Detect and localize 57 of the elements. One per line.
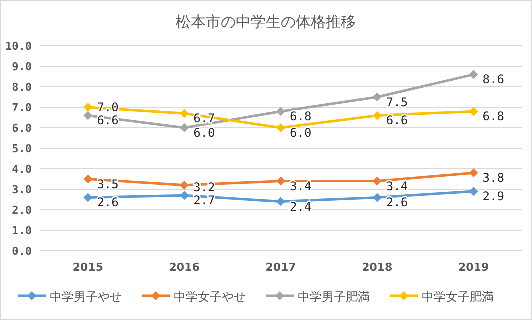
point [180,109,190,118]
y-tick-label: 7.0 [12,102,32,114]
point [469,187,478,196]
data-label: 6.6 [97,114,119,128]
y-tick-label: 10.0 [6,40,32,53]
data-label: 2.7 [194,194,216,208]
point [276,176,286,186]
y-tick-label: 6.0 [12,122,32,135]
point [469,107,478,116]
point [469,168,478,178]
point [372,111,382,120]
x-tick-label: 2018 [362,261,393,274]
data-label: 6.0 [290,126,312,140]
data-label: 6.8 [290,110,312,124]
data-label: 3.4 [290,179,312,194]
data-label: 6.6 [386,114,408,128]
chart-title: 松本市の中学生の体格推移 [176,13,356,31]
x-tick-label: 2017 [266,261,296,274]
y-tick-label: 3.0 [12,184,32,196]
y-tick-label: 9.0 [12,60,32,74]
point [84,103,93,112]
data-label: 6.8 [482,110,504,124]
y-tick-label: 1.0 [12,224,32,238]
data-label: 2.9 [482,190,504,204]
point [372,193,382,202]
point [180,180,190,190]
y-tick-label: 8.0 [12,81,32,94]
y-tick-label: 5.0 [12,142,32,156]
data-label: 2.6 [386,196,408,210]
y-tick-label: 4.0 [12,163,32,176]
point [180,191,190,200]
point [276,124,286,132]
data-label: 3.8 [482,171,504,186]
x-tick-label: 2019 [458,261,490,274]
legend-label: 中学女子肥満 [422,290,494,304]
point [84,193,93,202]
data-label: 8.6 [482,72,504,87]
legend-label: 中学男子肥満 [298,290,370,304]
x-tick-label: 2016 [169,261,200,274]
data-label: 3.5 [97,177,119,192]
point [372,92,382,102]
data-label: 3.4 [386,179,408,194]
y-tick-label: 0.0 [12,245,32,258]
data-label: 7.5 [386,95,408,110]
point [276,197,286,206]
point [276,107,286,116]
data-label: 6.0 [194,126,216,140]
legend-label: 中学女子やせ [174,290,246,304]
data-label: 2.6 [97,196,119,210]
data-label: 2.4 [290,200,312,214]
legend-label: 中学男子やせ [50,290,122,304]
y-tick-label: 2.0 [12,204,32,217]
point [180,124,190,132]
point [84,111,93,120]
point [469,70,478,80]
x-tick-label: 2015 [72,261,104,274]
point [84,174,93,184]
